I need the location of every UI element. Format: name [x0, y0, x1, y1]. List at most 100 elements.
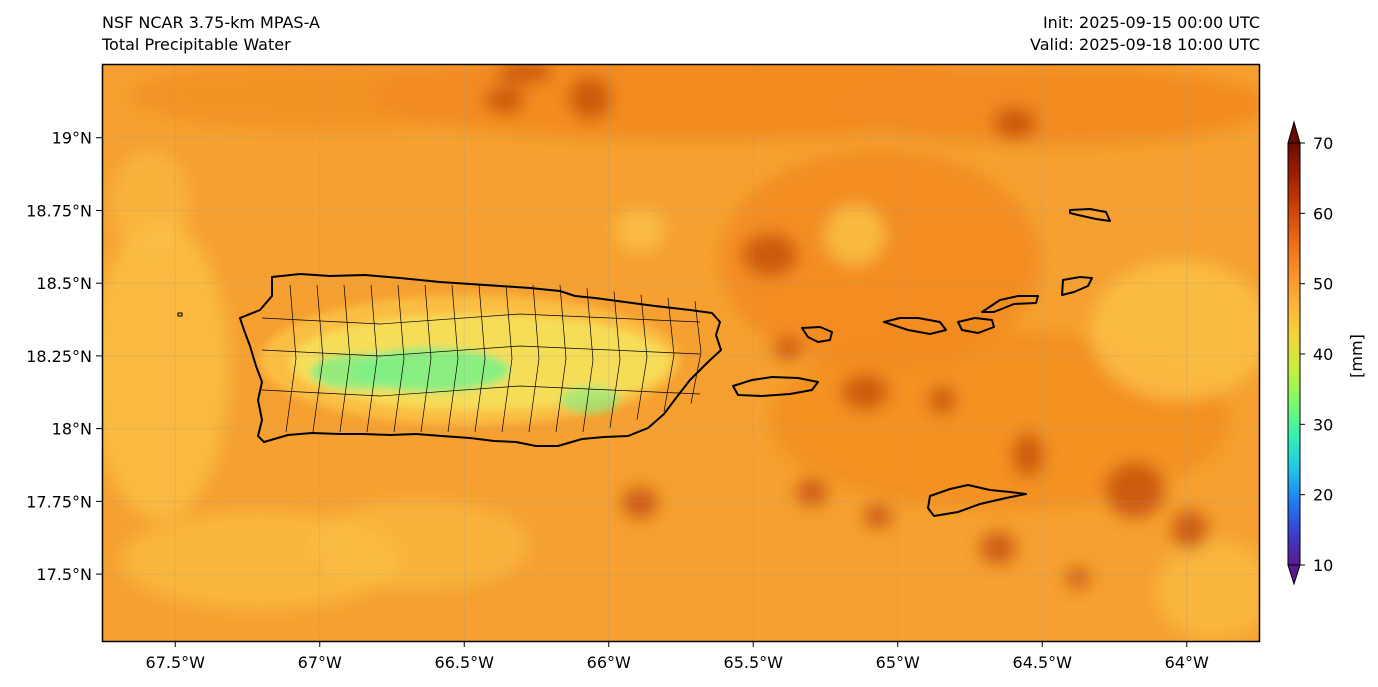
tpw-contour [110, 150, 190, 260]
municipality-line [474, 284, 486, 433]
tpw-maximum [568, 76, 612, 120]
municipality-line [366, 284, 378, 433]
tpw-maximum [796, 478, 828, 506]
tpw-maximum [864, 504, 892, 528]
colorbar-tick-label: 30 [1313, 415, 1333, 434]
municipality-line [690, 301, 702, 404]
tpw-maximum [1012, 433, 1044, 477]
tpw-maximum [1066, 568, 1090, 588]
colorbar-ticks: 10 20 30 40 50 60 70 [1300, 134, 1333, 575]
tpw-maximum [841, 374, 889, 410]
municipality-line [555, 284, 567, 433]
tpw-maximum [1105, 462, 1165, 518]
tpw-contour [1090, 260, 1259, 400]
lat-tick-label: 19°N [52, 129, 92, 148]
puerto-rico-tpw-field [260, 295, 680, 425]
virgin-gorda-coast [1061, 276, 1093, 296]
tpw-contour [1155, 540, 1259, 640]
colorbar-body [1287, 142, 1301, 566]
lon-tick-label: 66°W [587, 653, 631, 672]
tpw-maximum [928, 386, 956, 414]
field-name: Total Precipitable Water [102, 35, 291, 54]
tpw-maximum [774, 336, 802, 360]
gridlines [103, 65, 1259, 641]
lat-tick-label: 18.25°N [26, 347, 92, 366]
tpw-contour [825, 205, 885, 265]
map-frame [101, 63, 1261, 643]
vieques-coast [732, 376, 819, 397]
title-left: NSF NCAR 3.75-km MPAS-A Total Precipitab… [102, 12, 320, 56]
dry-patch-west [103, 220, 230, 520]
tpw-contour [310, 500, 530, 590]
municipality-line [261, 313, 701, 325]
lat-tick-label: 18°N [52, 420, 92, 439]
tpw-maximum [742, 233, 798, 277]
tpw-contour [130, 65, 530, 130]
lat-tick-label: 18.75°N [26, 201, 92, 220]
tpw-maximum [980, 532, 1016, 564]
lon-tick-label: 64.5°W [1013, 653, 1073, 672]
tpw-maximum [485, 86, 525, 114]
colorbar-extend-min [1287, 564, 1301, 586]
municipality-line [285, 284, 297, 433]
municipality-line [609, 291, 621, 428]
municipality-boundaries [261, 284, 702, 433]
latitude-ticks: 19°N 18.75°N 18.5°N 18.25°N 18°N 17.75°N 17.5°… [26, 129, 102, 584]
municipality-line [312, 284, 324, 433]
colorbar-tick-label: 40 [1313, 345, 1333, 364]
init-time: Init: 2025-09-15 00:00 UTC [1042, 13, 1260, 32]
municipality-line [261, 385, 701, 397]
model-name: NSF NCAR 3.75-km MPAS-A [102, 13, 320, 32]
lon-tick-label: 67.5°W [146, 653, 206, 672]
pr-contour [310, 354, 410, 390]
tortola-coast [981, 295, 1039, 313]
municipality-line [528, 284, 540, 433]
municipality-line [393, 284, 405, 433]
lat-tick-label: 17.75°N [26, 492, 92, 511]
coastlines [177, 208, 1111, 517]
tpw-maximum [497, 65, 553, 84]
municipality-line [420, 284, 432, 433]
colorbar-tick-label: 60 [1313, 204, 1333, 223]
lon-tick-label: 66.5°W [435, 653, 495, 672]
tpw-maximum [993, 107, 1037, 139]
colorbar-tick-label: 70 [1313, 134, 1333, 153]
municipality-line [447, 284, 459, 433]
tpw-contour [615, 208, 665, 252]
puerto-rico-coast [239, 273, 722, 447]
colorbar-tick-label: 10 [1313, 556, 1333, 575]
anegada-coast [1069, 208, 1111, 222]
tpw-maximum [622, 487, 658, 519]
tpw-field [103, 65, 1259, 640]
colorbar-extend-max [1287, 120, 1301, 144]
municipality-line [636, 294, 648, 420]
colorbar: 10 20 30 40 50 60 70 [mm] [1287, 120, 1366, 586]
colorbar-tick-label: 50 [1313, 275, 1333, 294]
longitude-ticks: 67.5°W 67°W 66.5°W 66°W 65.5°W 65°W 64.5°W 64°W [146, 641, 1209, 672]
tpw-contour [830, 65, 1259, 145]
title-right: Init: 2025-09-15 00:00 UTC Valid: 2025-0… [1030, 12, 1260, 56]
municipality-line [582, 288, 594, 433]
municipality-line [261, 345, 701, 357]
mona-coast [177, 312, 183, 317]
saint-thomas-coast [883, 317, 947, 335]
lon-tick-label: 65.5°W [724, 653, 784, 672]
colorbar-tick-label: 20 [1313, 486, 1333, 505]
tpw-maximum [1172, 510, 1208, 550]
colorbar-label: [mm] [1347, 334, 1366, 378]
saint-croix-coast [927, 484, 1027, 517]
municipality-line [501, 284, 513, 433]
lon-tick-label: 67°W [298, 653, 342, 672]
lon-tick-label: 64°W [1165, 653, 1209, 672]
culebra-coast [801, 326, 833, 343]
lat-tick-label: 18.5°N [36, 274, 92, 293]
municipality-line [339, 284, 351, 433]
lon-tick-label: 65°W [876, 653, 920, 672]
lat-tick-label: 17.5°N [36, 565, 92, 584]
tpw-contour [720, 150, 1040, 370]
valid-time: Valid: 2025-09-18 10:00 UTC [1029, 35, 1260, 54]
map-panel [103, 65, 1259, 641]
saint-john-coast [957, 317, 995, 334]
pr-contour [560, 386, 620, 414]
